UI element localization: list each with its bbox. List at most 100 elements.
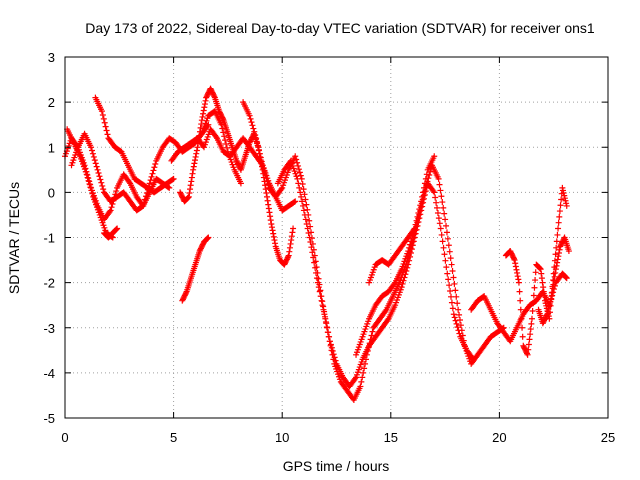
data-point bbox=[258, 158, 265, 165]
data-point bbox=[193, 147, 200, 154]
data-point bbox=[253, 135, 260, 142]
data-point bbox=[84, 174, 91, 181]
data-point bbox=[406, 257, 413, 264]
data-point bbox=[538, 275, 545, 282]
series-sat-i bbox=[198, 108, 244, 187]
data-point bbox=[263, 193, 270, 200]
data-point bbox=[285, 253, 292, 260]
data-point bbox=[185, 193, 192, 200]
data-point bbox=[519, 324, 526, 331]
data-point bbox=[455, 306, 462, 313]
data-point bbox=[294, 175, 301, 182]
data-point bbox=[524, 350, 531, 357]
data-point bbox=[404, 264, 411, 271]
data-point bbox=[526, 336, 533, 343]
data-point bbox=[88, 144, 95, 151]
y-tick-label: 1 bbox=[48, 140, 55, 155]
data-point bbox=[456, 317, 463, 324]
data-markers bbox=[62, 85, 572, 403]
data-point bbox=[264, 178, 271, 185]
data-point bbox=[272, 240, 279, 247]
data-point bbox=[185, 194, 192, 201]
data-point bbox=[204, 235, 211, 242]
data-point bbox=[529, 307, 536, 314]
data-point bbox=[290, 225, 297, 232]
data-point bbox=[423, 171, 430, 178]
data-point bbox=[310, 254, 317, 261]
data-point bbox=[524, 351, 531, 358]
data-point bbox=[537, 265, 544, 272]
data-point bbox=[510, 255, 517, 262]
data-point bbox=[530, 300, 537, 307]
data-point bbox=[288, 237, 295, 244]
data-point bbox=[515, 279, 522, 286]
data-point bbox=[286, 244, 293, 251]
data-point bbox=[439, 238, 446, 245]
data-point bbox=[313, 269, 320, 276]
data-point bbox=[204, 235, 211, 242]
data-point bbox=[444, 270, 451, 277]
series-sat-o bbox=[502, 184, 570, 358]
data-point bbox=[449, 268, 456, 275]
data-point bbox=[555, 225, 562, 232]
data-point bbox=[406, 244, 413, 251]
data-point bbox=[369, 328, 376, 335]
data-point bbox=[540, 284, 547, 291]
data-point bbox=[410, 226, 417, 233]
data-point bbox=[441, 210, 448, 217]
data-point bbox=[195, 136, 202, 143]
data-point bbox=[270, 233, 277, 240]
data-point bbox=[551, 273, 558, 280]
data-point bbox=[512, 263, 519, 270]
data-point bbox=[557, 202, 564, 209]
data-point bbox=[434, 204, 441, 211]
data-point bbox=[555, 219, 562, 226]
data-point bbox=[538, 270, 545, 277]
data-point bbox=[511, 257, 518, 264]
data-point bbox=[555, 253, 562, 260]
data-point bbox=[148, 173, 155, 180]
data-point bbox=[469, 355, 476, 362]
y-tick-label: -2 bbox=[43, 276, 55, 291]
data-point bbox=[556, 246, 563, 253]
data-point bbox=[528, 320, 535, 327]
data-point bbox=[252, 132, 259, 139]
data-point bbox=[97, 176, 104, 183]
data-point bbox=[187, 182, 194, 189]
data-point bbox=[278, 186, 285, 193]
data-point bbox=[413, 217, 420, 224]
data-point bbox=[324, 324, 331, 331]
data-point bbox=[562, 273, 569, 280]
data-point bbox=[318, 297, 325, 304]
series-sat-m bbox=[366, 225, 418, 286]
data-point bbox=[90, 153, 97, 160]
y-tick-label: -5 bbox=[43, 411, 55, 426]
data-point bbox=[126, 179, 133, 186]
data-point bbox=[262, 171, 269, 178]
data-point bbox=[435, 175, 442, 182]
data-point bbox=[103, 127, 110, 134]
data-point bbox=[257, 154, 264, 161]
data-point bbox=[320, 306, 327, 313]
y-tick-label: -3 bbox=[43, 321, 55, 336]
series-sat-d bbox=[92, 94, 177, 196]
data-point bbox=[405, 248, 412, 255]
data-point bbox=[259, 162, 266, 169]
data-point bbox=[563, 274, 570, 281]
data-point bbox=[198, 121, 205, 128]
data-point bbox=[549, 285, 556, 292]
data-point bbox=[291, 199, 298, 206]
data-point bbox=[285, 252, 292, 259]
data-point bbox=[552, 266, 559, 273]
data-point bbox=[306, 217, 313, 224]
data-point bbox=[299, 202, 306, 209]
data-point bbox=[100, 186, 107, 193]
data-point bbox=[436, 181, 443, 188]
data-point bbox=[288, 233, 295, 240]
data-point bbox=[197, 124, 204, 131]
data-point bbox=[421, 184, 428, 191]
data-point bbox=[169, 176, 176, 183]
data-point bbox=[554, 256, 561, 263]
data-point bbox=[198, 117, 205, 124]
data-point bbox=[309, 249, 316, 256]
